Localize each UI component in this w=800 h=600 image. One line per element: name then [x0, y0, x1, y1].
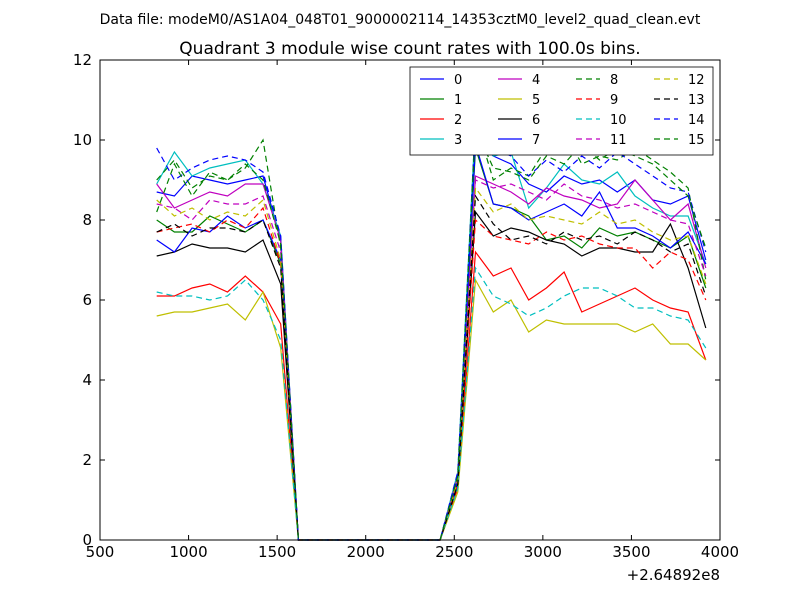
y-tick-label: 2: [82, 451, 92, 469]
legend-label-7: 7: [532, 133, 540, 148]
series-line-13: [156, 194, 707, 541]
legend-label-11: 11: [610, 133, 627, 148]
legend-label-10: 10: [610, 113, 627, 128]
series-line-8: [156, 119, 707, 541]
series-layer: [156, 117, 707, 541]
x-tick-label: 2500: [435, 543, 473, 561]
y-tick-label: 6: [82, 291, 92, 309]
y-tick-label: 4: [82, 371, 92, 389]
y-tick-label: 0: [82, 531, 92, 549]
legend-label-6: 6: [532, 113, 540, 128]
series-line-2: [156, 250, 707, 541]
x-tick-label: 1000: [169, 543, 207, 561]
legend-label-5: 5: [532, 93, 540, 108]
x-tick-label: 500: [86, 543, 115, 561]
legend-label-13: 13: [688, 93, 705, 108]
series-line-5: [156, 277, 707, 541]
legend-label-1: 1: [454, 93, 462, 108]
legend-label-3: 3: [454, 133, 462, 148]
series-line-14: [156, 122, 707, 541]
series-line-9: [156, 206, 707, 541]
series-line-15: [156, 127, 707, 541]
series-line-6: [156, 210, 707, 541]
chart-suptitle: Data file: modeM0/AS1A04_048T01_90000021…: [100, 12, 701, 28]
series-line-12: [156, 186, 707, 541]
series-line-1: [156, 147, 707, 541]
y-tick-label: 12: [73, 51, 92, 69]
series-line-4: [156, 175, 707, 541]
legend-label-2: 2: [454, 113, 462, 128]
y-tick-label: 10: [73, 131, 92, 149]
legend-label-4: 4: [532, 73, 540, 88]
series-line-10: [156, 266, 707, 541]
x-tick-label: 4000: [701, 543, 739, 561]
series-line-3: [156, 117, 707, 541]
y-tick-label: 8: [82, 211, 92, 229]
legend-label-0: 0: [454, 73, 462, 88]
x-tick-label: 3500: [612, 543, 650, 561]
series-line-0: [156, 138, 707, 541]
x-offset-label: +2.64892e8: [627, 566, 720, 584]
legend-box: [409, 66, 714, 156]
chart-title: Quadrant 3 module wise count rates with …: [179, 39, 640, 59]
legend-label-12: 12: [688, 73, 705, 88]
legend-label-14: 14: [688, 113, 705, 128]
x-tick-label: 3000: [524, 543, 562, 561]
legend-label-15: 15: [688, 133, 705, 148]
x-tick-label: 2000: [347, 543, 385, 561]
legend-label-8: 8: [610, 73, 618, 88]
legend-label-9: 9: [610, 93, 618, 108]
x-tick-label: 1500: [258, 543, 296, 561]
